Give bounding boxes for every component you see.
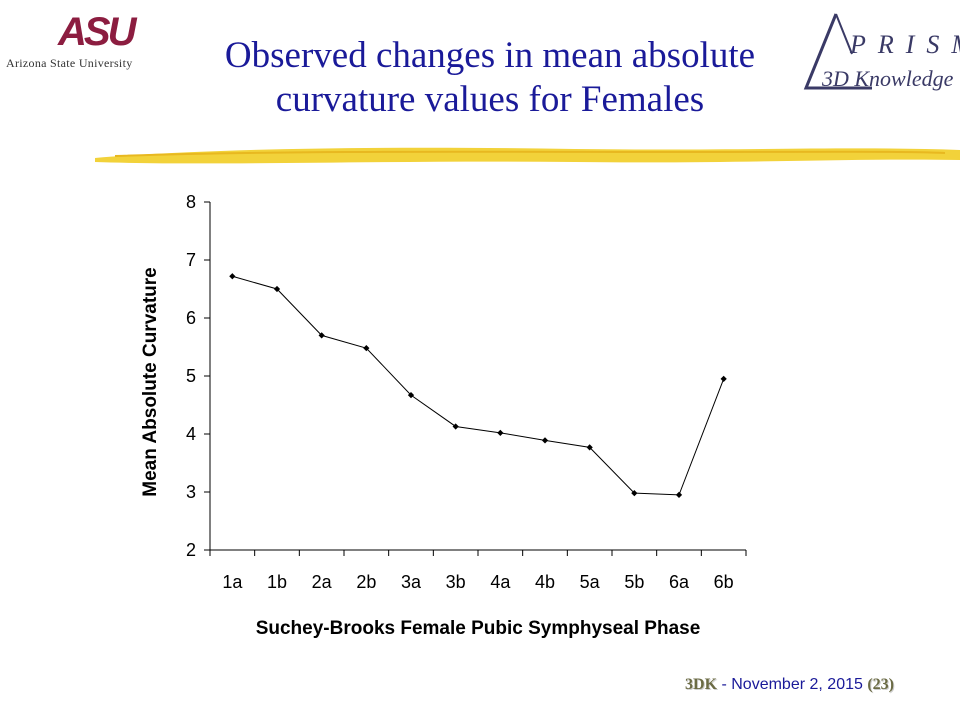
prism-subtitle: 3D Knowledge [822,66,954,91]
x-tick-label: 4a [490,572,511,592]
x-tick-label: 4b [535,572,555,592]
y-tick-label: 6 [186,308,196,328]
y-tick-label: 5 [186,366,196,386]
data-point [675,491,683,499]
asu-name: Arizona State University [6,56,133,70]
footer-separator: - [717,676,732,693]
footer-brand: 3DK [685,676,718,693]
data-point [452,423,459,430]
title-line-2: curvature values for Females [275,79,705,120]
x-tick-label: 6a [669,572,690,592]
data-point [541,437,549,444]
series-line [232,275,725,496]
prism-triangle-icon [803,13,872,90]
asu-logo: ASU Arizona State University [6,10,182,70]
brush-stroke-divider [95,147,960,164]
x-tick-label: 3b [446,572,466,592]
data-point [229,273,236,280]
y-tick-label: 7 [186,250,196,270]
footer-page-number: (23) [867,676,894,693]
x-tick-label: 3a [401,572,422,592]
y-tick-label: 2 [186,540,196,560]
x-tick-label: 1b [267,572,287,592]
data-point [497,429,504,436]
title-line-1: Observed changes in mean absolute [224,35,756,76]
slide-title: Observed changes in mean absolute curvat… [170,34,810,122]
prism-text: PRISM [850,30,960,59]
data-point [273,285,281,293]
asu-mark: ASU [58,10,136,54]
footer-date: November 2, 2015 [731,676,863,693]
y-tick-label: 3 [186,482,196,502]
x-tick-label: 2b [356,572,376,592]
x-axis-label: Suchey-Brooks Female Pubic Symphyseal Ph… [256,618,701,639]
x-tick-label: 5a [580,572,601,592]
x-tick-label: 2a [312,572,333,592]
data-point [720,375,727,383]
y-tick-label: 4 [186,424,196,444]
x-tick-label: 1a [222,572,243,592]
prism-logo: PRISM 3D Knowledge [800,8,960,98]
y-tick-label: 8 [186,192,196,212]
line-chart: 2 3 4 5 6 7 8 1a 1b 2a 2b 3a 3b 4a 4b 5a 5b 6a 6b Suchey-Br… [140,192,747,639]
data-point [586,444,593,451]
x-tick-label: 5b [624,572,644,592]
x-tick-label: 6b [714,572,734,592]
y-axis-label: Mean Absolute Curvature [140,267,161,496]
footer: 3DK - November 2, 2015 (23) [685,676,894,694]
